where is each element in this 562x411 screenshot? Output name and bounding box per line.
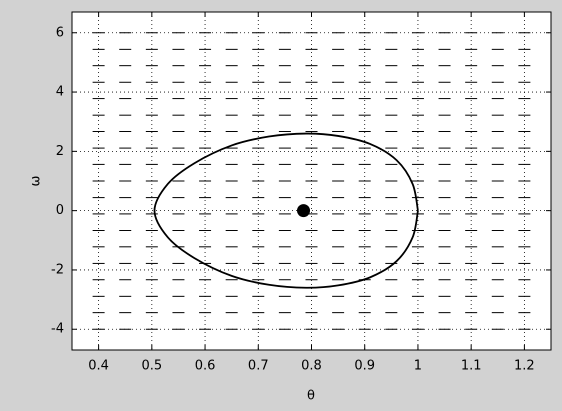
x-tick-label: 0.4 [88, 359, 109, 374]
x-tick-label: 0.5 [141, 359, 162, 374]
orbit [153, 132, 419, 289]
x-axis-label: θ [307, 389, 315, 404]
y-tick-label: 4 [56, 85, 64, 100]
y-tick-label: -2 [51, 262, 64, 277]
y-tick-label: 6 [56, 25, 64, 40]
x-tick-label: 0.7 [248, 359, 269, 374]
axes-box [71, 11, 552, 351]
y-axis-label: ω [29, 176, 44, 187]
y-tick-label: 0 [56, 203, 64, 218]
equilibrium-point [297, 204, 311, 218]
x-tick-label: 1.1 [461, 359, 482, 374]
x-tick-label: 1 [414, 359, 422, 374]
x-tick-label: 0.6 [195, 359, 216, 374]
x-tick-label: 1.2 [514, 359, 535, 374]
x-tick-label: 0.9 [354, 359, 375, 374]
x-tick-label: 0.8 [301, 359, 322, 374]
y-tick-label: 2 [56, 144, 64, 159]
y-tick-label: -4 [51, 322, 64, 337]
